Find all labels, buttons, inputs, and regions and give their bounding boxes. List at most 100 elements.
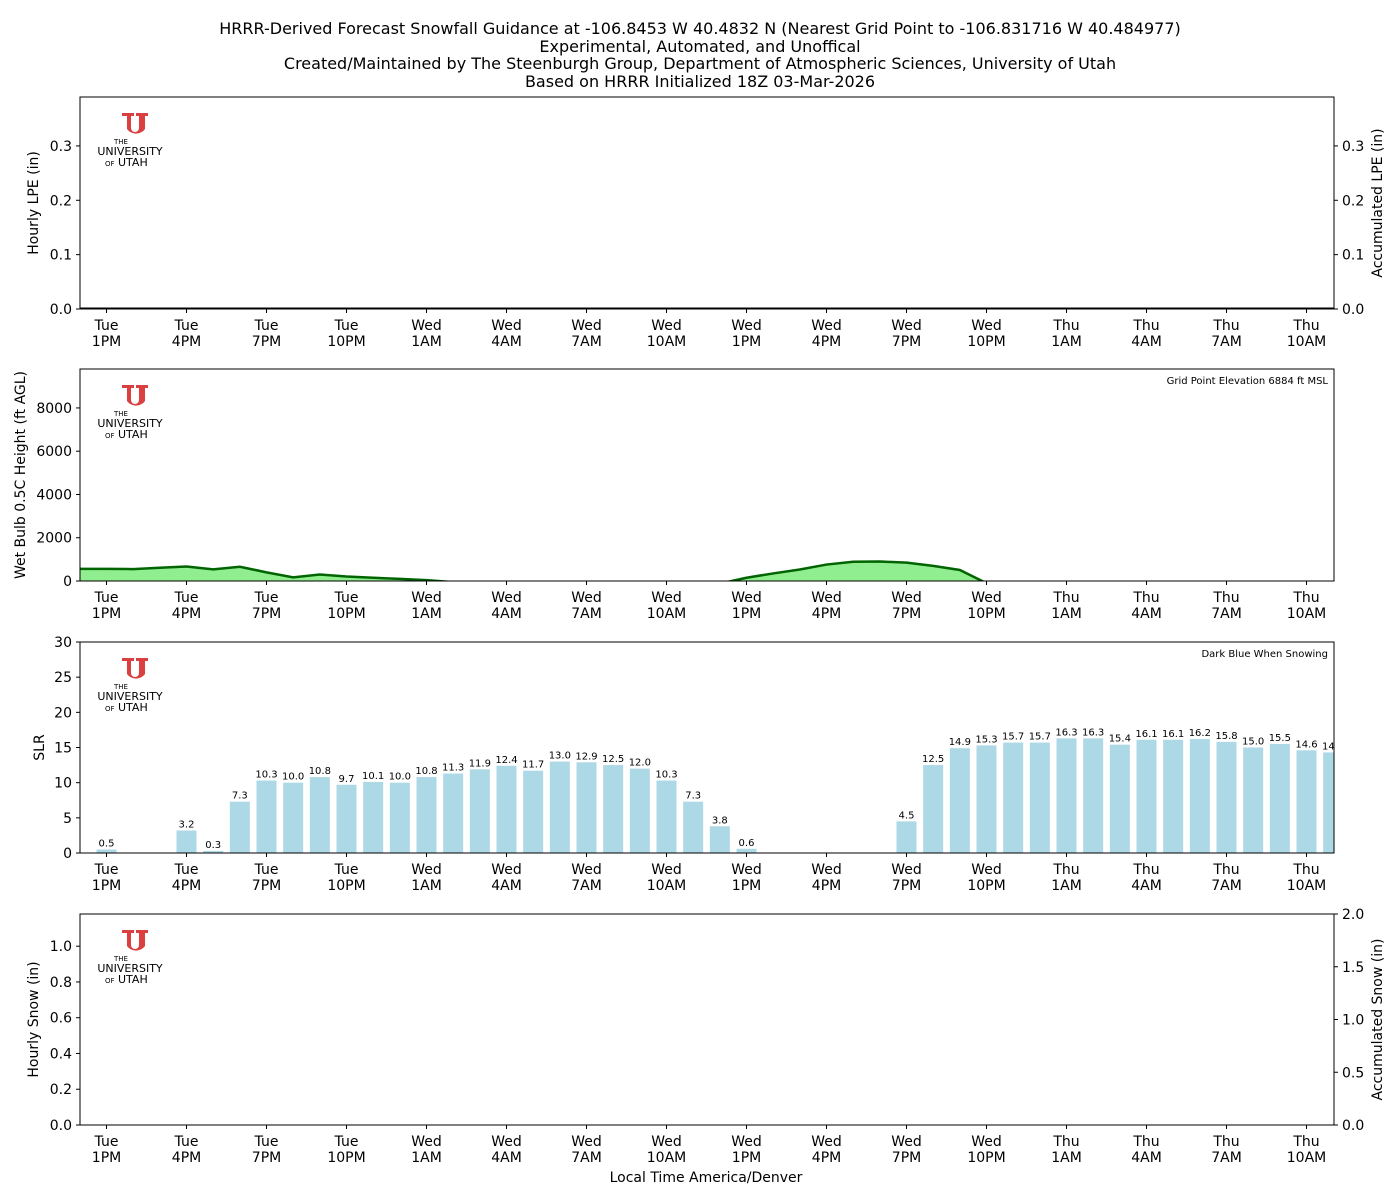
slr-bar [416,777,437,853]
slr-bar [256,780,277,853]
title-line-2: Experimental, Automated, and Unoffical [539,36,861,56]
y-tick-label: 0.1 [50,248,72,264]
x-tick-label-day: Wed [811,590,842,606]
y2-tick-label: 0.0 [1342,302,1364,318]
x-tick-label-hour: 10PM [967,606,1005,622]
logo-text-of: OF [105,977,115,985]
slr-bar [603,765,624,853]
y-tick-label: 0 [63,846,72,862]
x-tick-label-hour: 1AM [1051,1150,1082,1166]
y-tick-label: 0.0 [50,1118,72,1134]
x-tick-label-hour: 1PM [92,1150,121,1166]
x-tick-label-day: Wed [651,318,682,334]
x-tick-label-hour: 7PM [252,878,281,894]
slr-bar [976,745,997,853]
x-tick-label-day: Thu [1132,1134,1159,1150]
x-tick-label-day: Tue [254,318,279,334]
slr-value-label: 15.3 [975,734,997,745]
slr-value-label: 14.1 [1349,743,1371,754]
slr-bar [1243,747,1264,853]
slr-value-label: 16.1 [1162,729,1184,740]
x-tick-label-hour: 1PM [732,878,761,894]
x-tick-label-hour: 4AM [1131,1150,1162,1166]
x-tick-label-hour: 10AM [647,878,686,894]
slr-value-label: 15.5 [1269,733,1291,744]
y-tick-label: 20 [54,705,72,721]
slr-bar [1109,744,1130,853]
y-tick-label: 8000 [36,401,72,417]
slr-bar [1350,754,1370,853]
y-tick-label: 0.3 [50,139,72,155]
x-tick-label-day: Wed [971,318,1002,334]
y-tick-label: 0 [63,574,72,590]
x-tick-label-day: Wed [411,862,442,878]
slr-bar [309,777,330,853]
x-tick-label-day: Wed [731,1134,762,1150]
slr-value-label: 3.8 [712,815,728,826]
x-tick-label-hour: 10PM [327,334,365,350]
slr-value-label: 0.6 [739,838,755,849]
x-tick-label-hour: 4PM [812,334,841,350]
slr-bar [923,765,944,853]
x-tick-label-hour: 7PM [892,1150,921,1166]
x-tick-label-hour: 7AM [571,334,602,350]
slr-value-label: 15.8 [1215,731,1237,742]
x-tick-label-day: Tue [94,590,119,606]
u-emblem-icon [122,385,148,406]
u-emblem-icon [122,658,148,679]
x-tick-label-day: Wed [971,862,1002,878]
x-tick-label-hour: 4AM [491,878,522,894]
x-tick-label-day: Wed [411,590,442,606]
x-tick-label-hour: 4AM [1131,878,1162,894]
x-tick-label-day: Tue [94,318,119,334]
y-tick-label: 10 [54,776,72,792]
x-tick-label-hour: 7PM [892,878,921,894]
slr-value-label: 0.3 [205,840,221,851]
slr-value-label: 3.2 [179,819,195,830]
x-tick-label-hour: 1PM [732,606,761,622]
y2-tick-label: 1.0 [1342,1013,1364,1029]
plot-area-slr: 0.5 3.2 0.3 7.3 10.3 10.0 10.8 9.7 10.1 10.0 10.8 1… [96,727,1371,853]
x-tick-label-day: Wed [491,862,522,878]
x-tick-label-hour: 10PM [327,878,365,894]
x-tick-label-hour: 1AM [411,334,442,350]
logo-text-university: UNIVERSITY [97,962,163,975]
y2-tick-label: 0.5 [1342,1065,1364,1081]
slr-bar [709,826,730,853]
y-tick-label: 4000 [36,487,72,503]
panel-slr: 0.5 3.2 0.3 7.3 10.3 10.0 10.8 9.7 10.1 10.0 10.8 1… [32,635,1371,894]
x-tick-label-day: Thu [1212,590,1239,606]
x-tick-label-day: Tue [334,318,359,334]
y-tick-label: 0.8 [50,975,72,991]
logo-text-of: OF [105,160,115,168]
y2-tick-label: 0.1 [1342,248,1364,264]
slr-value-label: 10.1 [362,771,384,782]
x-tick-label-day: Wed [411,318,442,334]
slr-value-label: 15.0 [1242,737,1264,748]
x-tick-label-hour: 4PM [172,334,201,350]
wetbulb-line [80,560,985,581]
x-tick-label-day: Thu [1292,1134,1319,1150]
x-tick-label-day: Wed [971,590,1002,606]
x-tick-label-day: Tue [94,1134,119,1150]
x-tick-label-hour: 10AM [1287,606,1326,622]
x-tick-label-day: Thu [1132,590,1159,606]
x-tick-label-day: Tue [254,590,279,606]
x-tick-label-day: Tue [254,862,279,878]
y2-tick-label: 2.0 [1342,907,1364,923]
x-tick-label-day: Tue [254,1134,279,1150]
x-tick-label-day: Thu [1052,590,1079,606]
x-tick-label-day: Thu [1292,318,1319,334]
y-axis-label-slr: SLR [32,734,48,761]
y-tick-label: 0.2 [50,193,72,209]
x-tick-label-hour: 1PM [732,334,761,350]
slr-value-label: 14.9 [949,737,971,748]
x-tick-label-day: Wed [651,862,682,878]
slr-bar [96,849,117,853]
x-tick-label-hour: 1PM [92,334,121,350]
x-tick-label-day: Wed [571,590,602,606]
